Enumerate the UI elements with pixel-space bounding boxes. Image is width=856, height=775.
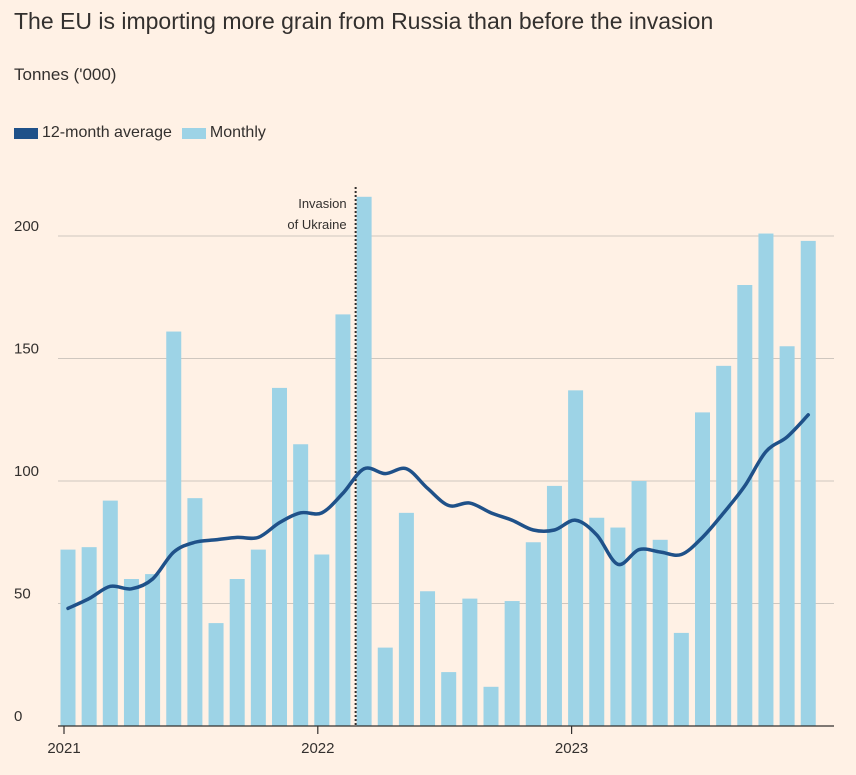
bar-sep-2023 [737,285,753,726]
legend-swatch-line [14,127,38,139]
y-tick-label-0: 0 [14,708,22,725]
bar-dec-2021 [293,444,309,726]
x-tick-label-2021: 2021 [47,740,80,757]
bar-sep-2022 [483,686,499,726]
chart-title: The EU is importing more grain from Russ… [14,8,714,34]
legend-swatch-bar [181,127,206,139]
invasion-annotation: Invasion of Ukraine [287,187,357,726]
avg-line-layer [66,413,810,611]
gridlines [58,235,834,604]
bar-oct-2022 [504,601,520,726]
bar-aug-2021 [208,623,224,726]
bar-dec-2022 [546,485,562,726]
invasion-label-line1: Invasion [298,196,346,211]
bar-feb-2023 [589,517,605,726]
bar-jun-2022 [420,591,436,726]
legend-item-monthly: Monthly [181,122,266,144]
bar-apr-2022 [377,647,393,726]
y-tick-label-150: 150 [14,341,39,358]
invasion-label-line2: of Ukraine [287,217,346,232]
bar-mar-2022 [356,196,372,727]
bar-mar-2023 [610,527,626,726]
bar-nov-2023 [779,346,795,726]
line-12-month-average [66,413,810,611]
bar-jun-2023 [673,632,689,726]
bar-aug-2023 [716,365,732,726]
bar-jul-2022 [441,672,457,726]
y-tick-label-100: 100 [14,463,39,480]
legend-label-12-month-average: 12-month average [42,124,172,141]
bar-may-2022 [398,512,414,726]
x-tick-label-2023: 2023 [555,740,588,757]
bar-jun-2021 [166,331,182,726]
bar-dec-2023 [800,240,816,726]
bar-may-2021 [145,574,161,726]
y-tick-label-50: 50 [14,586,31,603]
bar-jul-2021 [187,498,203,726]
legend-label-monthly: Monthly [209,124,266,141]
bar-nov-2021 [272,387,287,726]
bar-oct-2021 [250,549,266,726]
legend: 12-month average Monthly [14,122,276,144]
bar-aug-2022 [462,598,478,726]
bar-mar-2021 [102,500,118,726]
y-axis-labels: 0 50 100 150 200 [14,218,39,725]
bar-may-2023 [652,539,668,726]
bar-oct-2023 [758,233,774,727]
legend-item-12-month-average: 12-month average [14,122,172,144]
bar-feb-2022 [335,314,351,726]
y-tick-label-200: 200 [14,218,39,235]
bar-nov-2022 [525,542,541,726]
y-axis-unit-label: Tonnes ('000) [14,65,117,84]
x-axis: 2021 2022 2023 [47,725,834,757]
bar-feb-2021 [81,547,97,726]
bar-apr-2023 [631,481,647,726]
bars [60,196,816,727]
bar-jan-2023 [568,390,584,726]
x-tick-label-2022: 2022 [301,740,334,757]
bar-jan-2022 [314,554,330,726]
bar-jul-2023 [695,412,710,726]
bar-sep-2021 [229,579,245,726]
bar-jan-2021 [60,549,76,726]
bar-apr-2021 [123,579,139,726]
